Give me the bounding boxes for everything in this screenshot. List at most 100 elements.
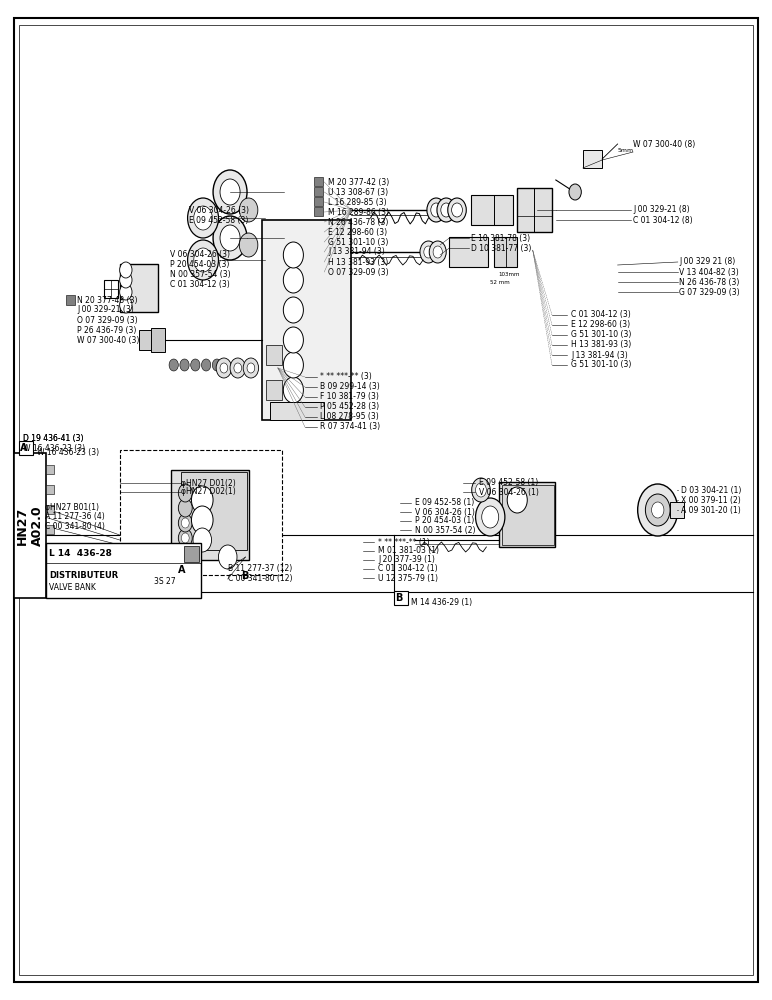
Circle shape: [283, 297, 303, 323]
Text: L 16 289-85 (3): L 16 289-85 (3): [328, 198, 387, 207]
Circle shape: [120, 272, 132, 288]
Bar: [670, 502, 684, 518]
Circle shape: [180, 359, 189, 371]
Circle shape: [194, 248, 212, 272]
Text: H 13 381-93 (3): H 13 381-93 (3): [328, 257, 388, 266]
Circle shape: [191, 506, 213, 534]
Text: X 00 379-11 (2): X 00 379-11 (2): [681, 495, 740, 504]
Bar: [46, 585, 54, 594]
Text: C 01 304-12 (8): C 01 304-12 (8): [633, 216, 692, 225]
Bar: [46, 565, 54, 574]
Text: D 03 304-21 (1): D 03 304-21 (1): [681, 486, 741, 494]
Text: P 05 452-28 (3): P 05 452-28 (3): [320, 402, 380, 412]
Bar: [262, 220, 351, 420]
Text: E 09 452-58 (3): E 09 452-58 (3): [189, 216, 249, 225]
Circle shape: [420, 241, 437, 263]
Text: P 20 454-03 (1): P 20 454-03 (1): [415, 516, 475, 526]
Circle shape: [476, 483, 486, 497]
Bar: [46, 505, 54, 514]
Circle shape: [482, 506, 499, 528]
Bar: [270, 402, 324, 420]
Circle shape: [427, 198, 445, 222]
Text: E 12 298-60 (3): E 12 298-60 (3): [328, 228, 388, 236]
Text: A: A: [20, 443, 28, 453]
Circle shape: [178, 514, 192, 532]
Bar: [66, 295, 75, 305]
Text: C 00 341-80 (12): C 00 341-80 (12): [228, 574, 293, 584]
Text: W 16 436-23 (3): W 16 436-23 (3): [37, 448, 99, 456]
Text: A 09 301-20 (1): A 09 301-20 (1): [681, 506, 740, 514]
Bar: [14, 453, 46, 598]
Text: O 07 329-09 (3): O 07 329-09 (3): [328, 267, 389, 276]
Bar: [184, 546, 199, 562]
Bar: [583, 150, 602, 168]
Text: VALVE BANK: VALVE BANK: [49, 583, 96, 592]
Bar: [46, 543, 201, 598]
Circle shape: [213, 216, 247, 260]
Bar: [499, 482, 555, 547]
Circle shape: [433, 246, 442, 258]
Circle shape: [247, 363, 255, 373]
Text: J 00 329-21 (8): J 00 329-21 (8): [633, 206, 689, 215]
Text: B 09 299-14 (3): B 09 299-14 (3): [320, 382, 380, 391]
Circle shape: [441, 203, 452, 217]
Circle shape: [283, 352, 303, 378]
Circle shape: [476, 498, 505, 536]
Circle shape: [243, 358, 259, 378]
Text: V 06 304-26 (1): V 06 304-26 (1): [479, 488, 539, 496]
Text: N 26 436-78 (3): N 26 436-78 (3): [328, 218, 388, 227]
FancyBboxPatch shape: [281, 358, 293, 382]
Text: D 19 436-41 (3): D 19 436-41 (3): [23, 434, 83, 442]
Text: C 01 304-12 (3): C 01 304-12 (3): [170, 280, 229, 290]
Text: E 12 298-60 (3): E 12 298-60 (3): [571, 320, 631, 330]
Text: E 09 452-58 (1): E 09 452-58 (1): [415, 498, 475, 508]
Circle shape: [191, 359, 200, 371]
Circle shape: [178, 499, 192, 517]
Bar: [120, 450, 282, 575]
Bar: [171, 470, 249, 560]
Text: J 00 329-21 (3): J 00 329-21 (3): [77, 306, 134, 314]
Circle shape: [220, 363, 228, 373]
Text: * ** ***-** (3): * ** ***-** (3): [320, 372, 372, 381]
Circle shape: [128, 544, 137, 556]
Text: M 01 381-03 (1): M 01 381-03 (1): [378, 546, 439, 556]
FancyBboxPatch shape: [269, 358, 281, 382]
Text: M 14 436-29 (1): M 14 436-29 (1): [411, 597, 472, 606]
Bar: [122, 546, 141, 554]
Circle shape: [193, 528, 212, 552]
Circle shape: [120, 284, 132, 300]
Circle shape: [230, 358, 245, 378]
Text: G 51 301-10 (3): G 51 301-10 (3): [571, 360, 631, 369]
Bar: [139, 330, 156, 350]
Circle shape: [201, 359, 211, 371]
Circle shape: [218, 545, 237, 569]
Text: O 07 329-09 (3): O 07 329-09 (3): [77, 316, 138, 324]
Text: L 14  436-28: L 14 436-28: [49, 550, 112, 558]
Text: J 00 329 21 (8): J 00 329 21 (8): [679, 257, 736, 266]
Text: J 20 377-39 (1): J 20 377-39 (1): [378, 556, 435, 564]
Bar: [266, 345, 282, 365]
Text: N 00 357-54 (3): N 00 357-54 (3): [170, 270, 231, 279]
Circle shape: [283, 327, 303, 353]
Text: B 11 277-37 (12): B 11 277-37 (12): [228, 564, 292, 574]
Text: DISTRIBUTEUR: DISTRIBUTEUR: [49, 571, 119, 580]
Circle shape: [181, 518, 189, 528]
Text: W 07 300-40 (8): W 07 300-40 (8): [633, 139, 696, 148]
Text: U 13 308-67 (3): U 13 308-67 (3): [328, 188, 388, 196]
Circle shape: [239, 198, 258, 222]
Circle shape: [448, 198, 466, 222]
FancyBboxPatch shape: [293, 358, 306, 382]
Circle shape: [283, 267, 303, 293]
Text: G 07 329-09 (3): G 07 329-09 (3): [679, 288, 740, 296]
Circle shape: [283, 242, 303, 268]
Text: 5mm: 5mm: [618, 147, 634, 152]
Text: E 09 452-58 (1): E 09 452-58 (1): [479, 479, 538, 488]
Text: V 06 304-26 (3): V 06 304-26 (3): [170, 250, 230, 259]
Circle shape: [437, 198, 455, 222]
Text: HN27
A02.0: HN27 A02.0: [16, 505, 44, 546]
Circle shape: [120, 297, 132, 313]
Bar: [449, 237, 488, 267]
Bar: [46, 545, 54, 554]
Text: N 26 436-78 (3): N 26 436-78 (3): [679, 277, 740, 286]
Text: φHN27 B01(1): φHN27 B01(1): [45, 504, 99, 512]
